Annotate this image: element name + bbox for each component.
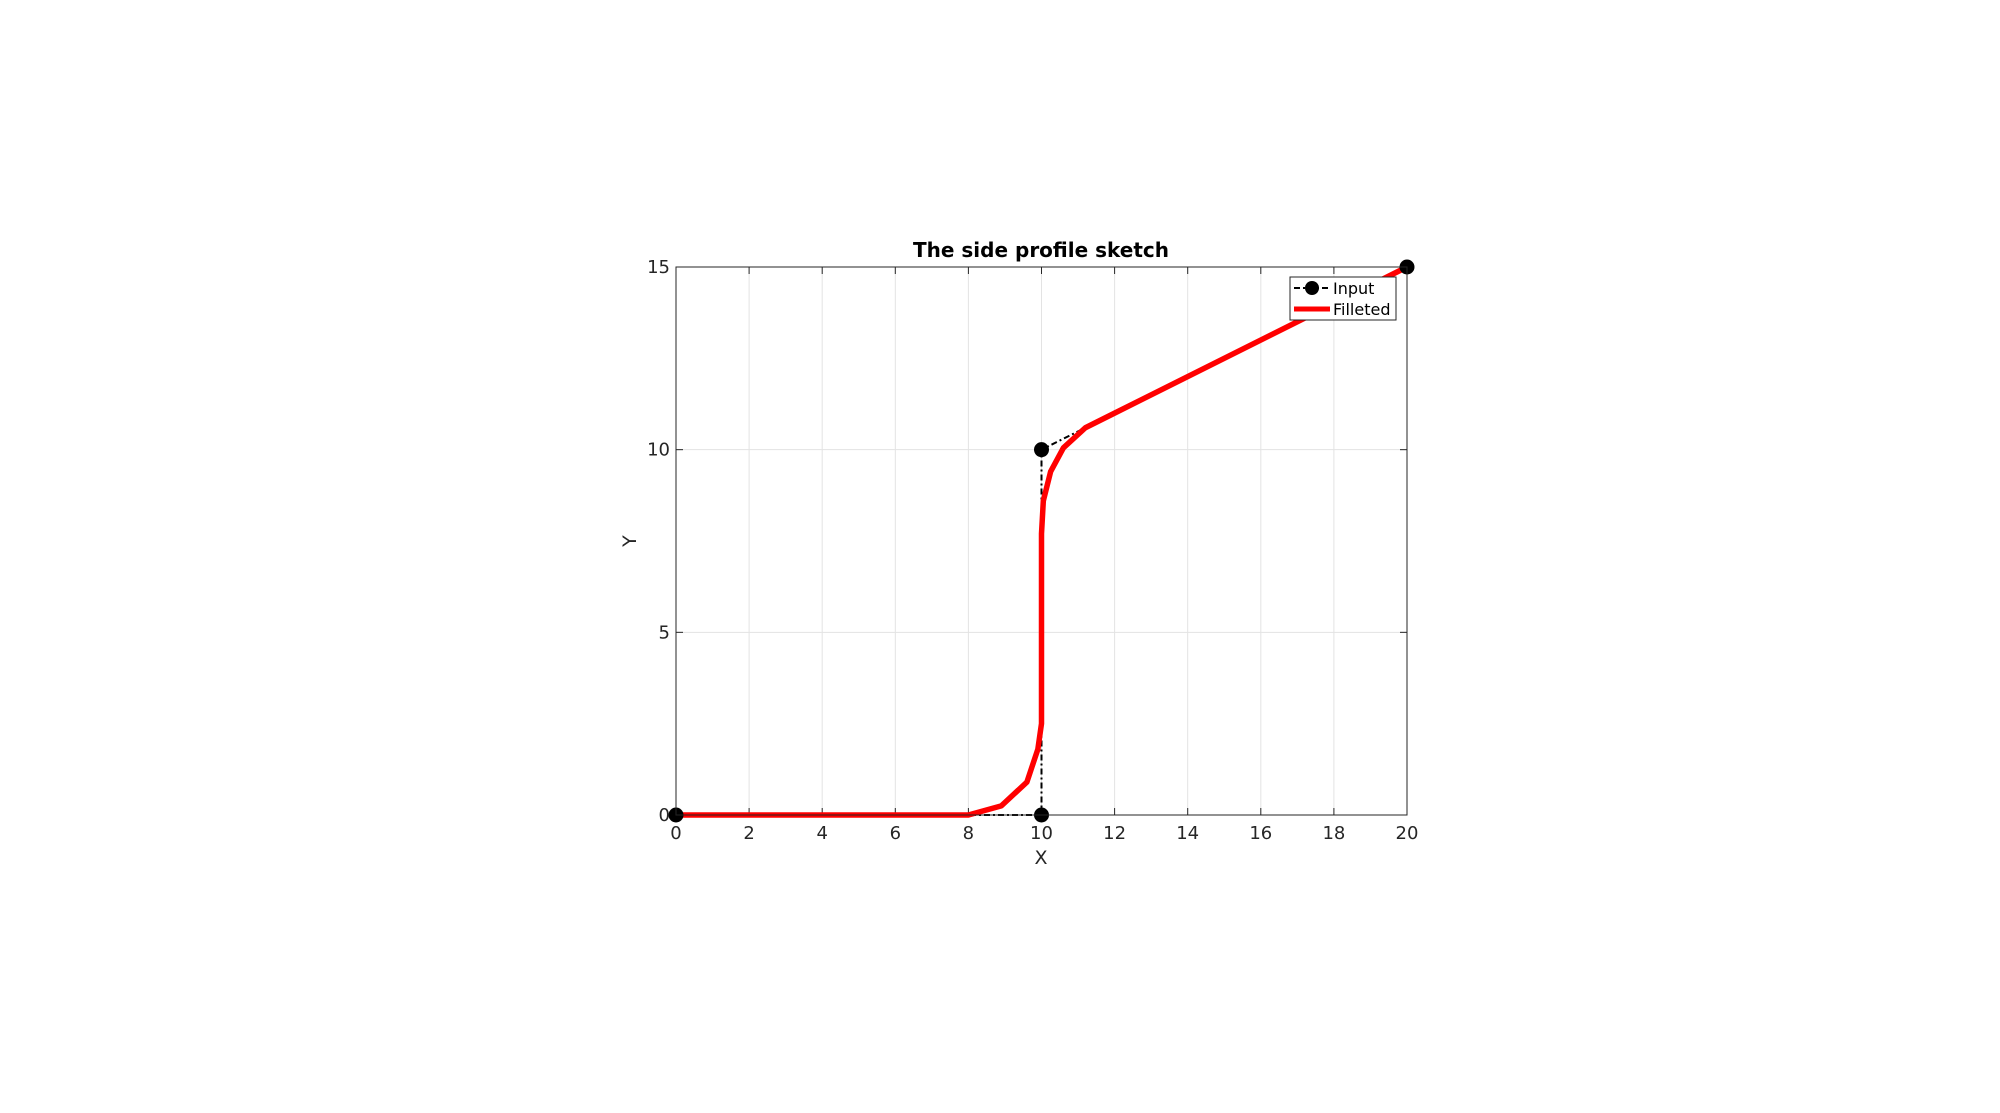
legend: Input Filleted — [1289, 276, 1397, 321]
x-tick-label: 10 — [1030, 823, 1053, 844]
chart-title: The side profile sketch — [913, 238, 1169, 262]
x-axis-label: X — [1034, 847, 1047, 869]
legend-filleted-label: Filleted — [1333, 300, 1391, 319]
y-tick-label: 10 — [647, 440, 670, 461]
x-tick-label: 8 — [963, 823, 974, 844]
x-tick-label: 2 — [743, 823, 754, 844]
x-tick-label: 6 — [890, 823, 901, 844]
y-tick-label: 0 — [659, 805, 670, 826]
tick-labels: 0 2 4 6 8 10 12 14 16 18 20 0 5 10 15 — [647, 257, 1418, 844]
filleted-series-line — [673, 264, 1410, 818]
x-tick-label: 20 — [1396, 823, 1419, 844]
legend-input-marker — [1305, 281, 1319, 295]
input-point-marker — [1034, 442, 1049, 458]
plot-frame — [675, 266, 1408, 816]
x-tick-label: 16 — [1249, 823, 1272, 844]
y-axis-label: Y — [619, 535, 641, 548]
x-tick-label: 14 — [1176, 823, 1199, 844]
x-tick-label: 0 — [670, 823, 681, 844]
x-tick-label: 12 — [1103, 823, 1126, 844]
y-tick-label: 5 — [659, 622, 670, 643]
legend-input-label: Input — [1333, 279, 1374, 298]
x-tick-label: 4 — [816, 823, 827, 844]
x-tick-label: 18 — [1322, 823, 1345, 844]
y-tick-label: 15 — [647, 257, 670, 278]
